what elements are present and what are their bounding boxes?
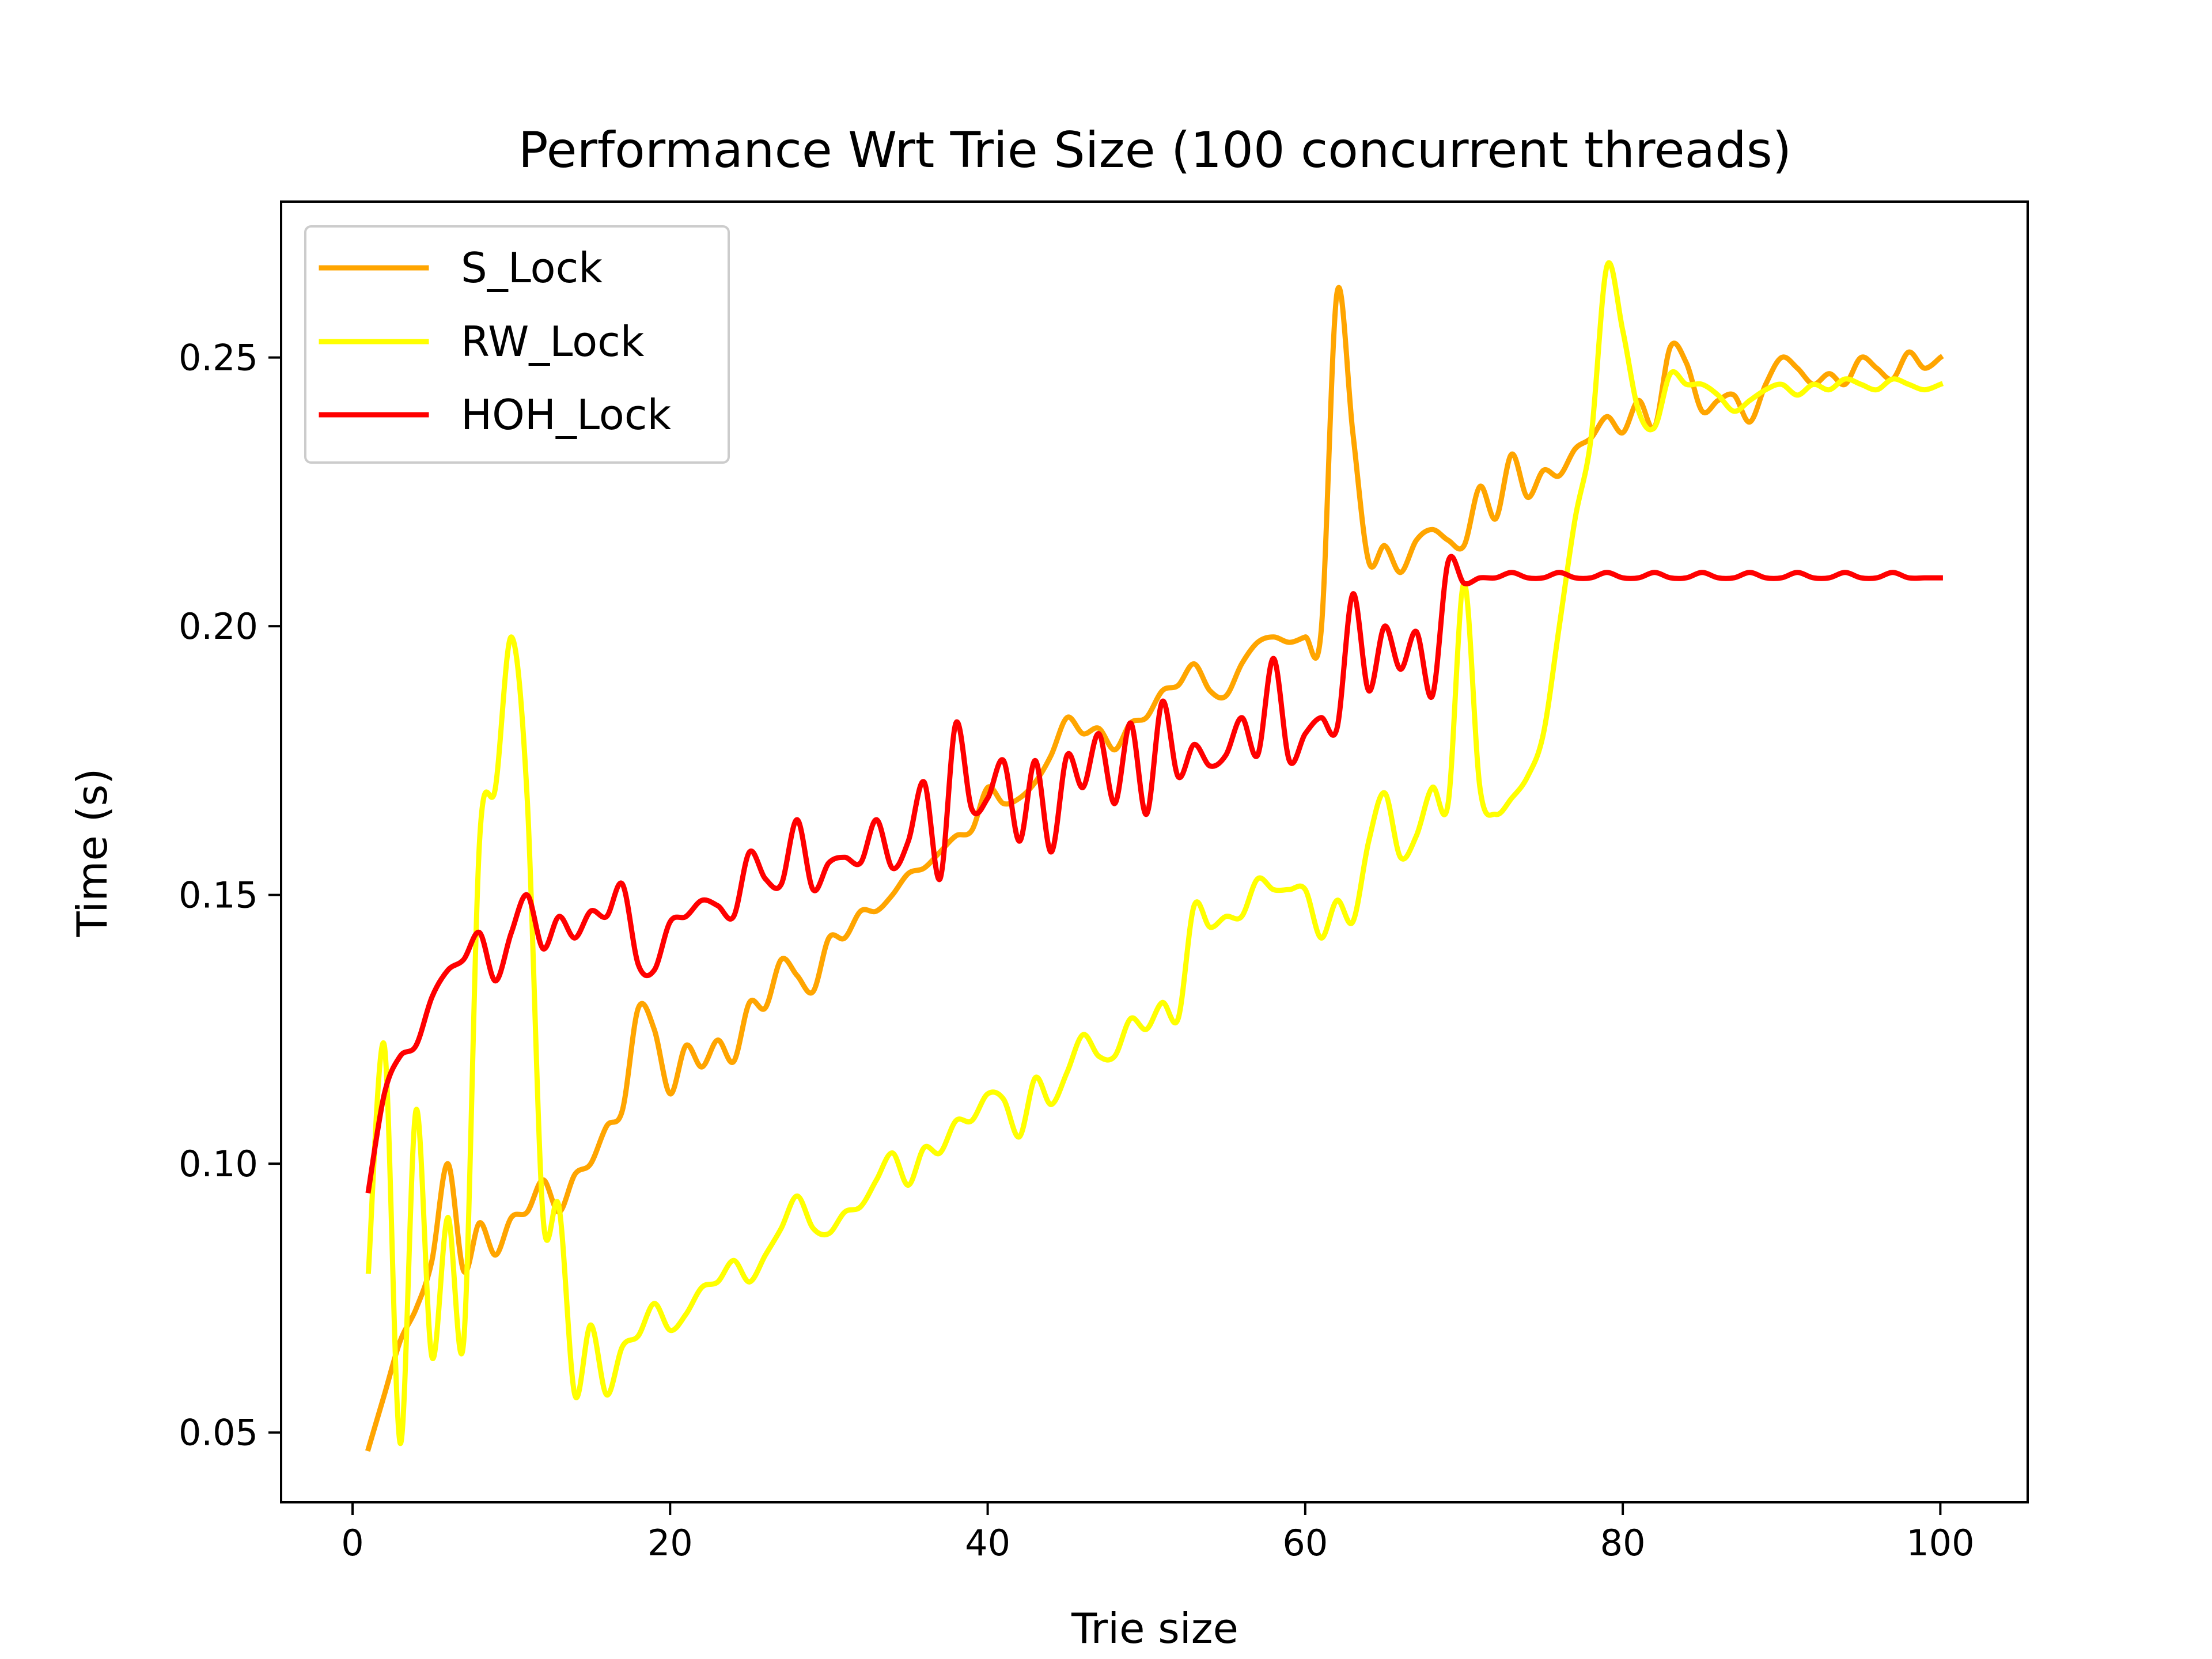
x-tick-label: 100 xyxy=(1906,1522,1974,1564)
y-tick-label: 0.05 xyxy=(179,1412,258,1454)
series-layer xyxy=(365,260,1944,1452)
plot-area-frame xyxy=(280,200,2029,1503)
x-tick-label: 0 xyxy=(341,1522,363,1564)
legend-label-hoh-lock: HOH_Lock xyxy=(461,391,671,439)
y-axis-label: Time (s) xyxy=(68,768,116,938)
x-tick-label: 20 xyxy=(647,1522,693,1564)
legend: S_Lock RW_Lock HOH_Lock xyxy=(304,225,730,464)
y-tick-label: 0.20 xyxy=(179,605,258,647)
chart-title: Performance Wrt Trie Size (100 concurren… xyxy=(518,122,1791,179)
legend-label-s-lock: S_Lock xyxy=(461,244,603,292)
y-tick-label: 0.15 xyxy=(179,874,258,916)
y-axis: 0.05 0.10 0.15 0.20 0.25 xyxy=(179,337,281,1454)
x-axis: 0 20 40 60 80 100 xyxy=(341,1502,1975,1564)
series-line-hoh-lock xyxy=(365,554,1943,1194)
x-tick-label: 40 xyxy=(965,1522,1010,1564)
legend-label-rw-lock: RW_Lock xyxy=(461,317,645,366)
x-axis-label: Trie size xyxy=(1071,1604,1238,1653)
legend-box xyxy=(304,225,730,464)
series-line-rw-lock xyxy=(365,260,1944,1446)
y-tick-label: 0.25 xyxy=(179,337,258,379)
x-tick-label: 80 xyxy=(1600,1522,1646,1564)
x-tick-label: 60 xyxy=(1282,1522,1328,1564)
y-tick-label: 0.10 xyxy=(179,1143,258,1185)
